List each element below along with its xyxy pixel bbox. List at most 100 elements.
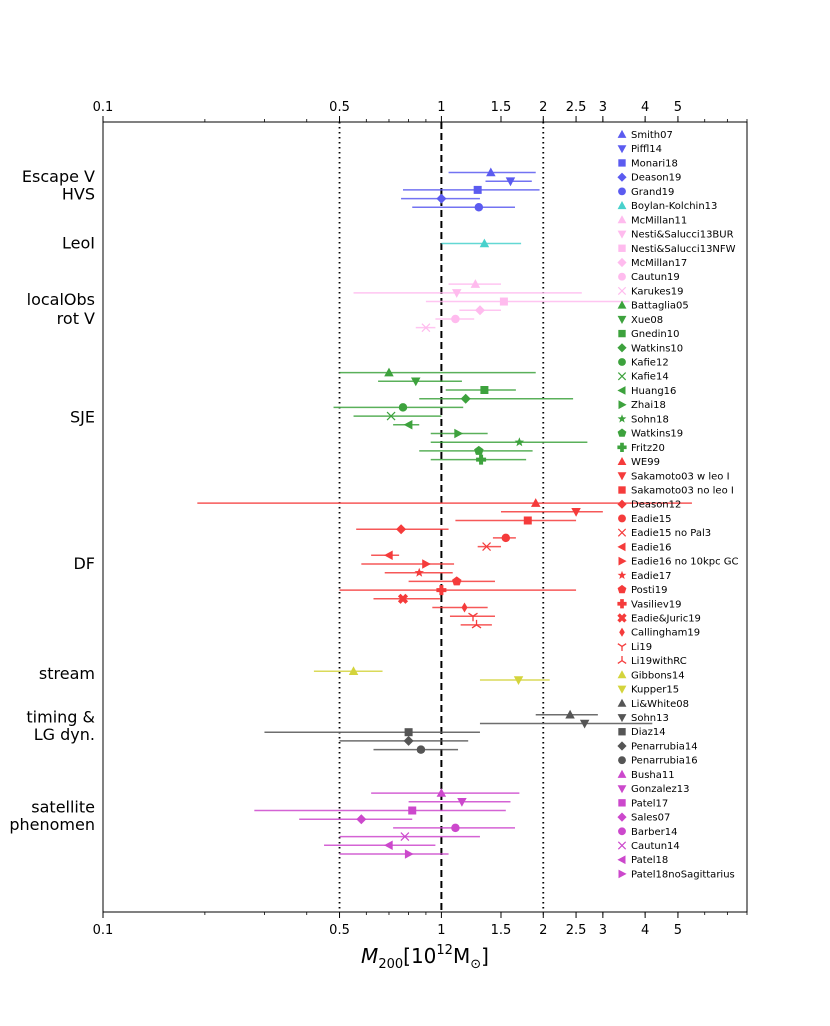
category-label-sje: SJE	[70, 408, 95, 427]
legend-label-sakamoto03-no-leo-i: Sakamoto03 no leo I	[631, 486, 734, 497]
point-group-nesti-salucci13nfw	[425, 297, 630, 306]
marker-fritz20	[476, 454, 487, 465]
marker-nesti-salucci13nfw	[499, 297, 508, 306]
legend-marker-karukes19	[617, 286, 627, 296]
legend-label-patel17: Patel17	[631, 798, 668, 809]
legend-marker-eadie15	[618, 514, 626, 523]
x-axis-top: 0.1 0.5 1 1.5 2 2.5 3 4 5	[93, 100, 748, 122]
legend-marker-kupper15	[617, 685, 627, 694]
legend-label-barber14: Barber14	[631, 827, 677, 838]
plot-frame	[102, 121, 748, 913]
legend-item-gonzalez13: Gonzalez13	[617, 784, 690, 795]
marker-karukes19	[421, 323, 431, 333]
legend-item-zhai18: Zhai18	[618, 400, 666, 411]
legend-marker-kafie14	[617, 372, 627, 381]
legend-marker-callingham19	[619, 627, 625, 637]
point-group-sales07	[299, 814, 413, 825]
x-axis-bottom: 0.1 0.5 1 1.5 2 2.5 3 4 5	[93, 912, 748, 938]
marker-vasiliev19	[436, 585, 447, 596]
x-tick-label-bottom: 3	[599, 923, 607, 938]
data-points	[197, 167, 692, 859]
point-group-penarrubia14	[339, 735, 469, 746]
marker-cautun14	[400, 832, 410, 842]
x-title-unit-sub: ⊙	[470, 957, 481, 972]
reference-lines	[338, 122, 545, 912]
legend-marker-barber14	[618, 827, 626, 836]
legend-label-sakamoto03-w-leo-i: Sakamoto03 w leo I	[631, 471, 730, 482]
marker-mcmillan17	[475, 305, 485, 316]
legend-label-smith07: Smith07	[631, 130, 673, 141]
category-label-satellite: satellite	[31, 798, 95, 817]
point-group-busha11	[371, 788, 520, 797]
legend-label-deason12: Deason12	[631, 500, 681, 511]
point-group-gibbons14	[313, 666, 383, 675]
point-group-nesti-salucci13bur	[353, 289, 582, 298]
point-group-we99	[197, 498, 692, 507]
legend-label-monari18: Monari18	[631, 158, 678, 169]
legend-item-li19: Li19	[617, 642, 652, 653]
legend-item-eadie16-no-10kpc-gc: Eadie16 no 10kpc GC	[618, 557, 739, 568]
x-title-sup: 12	[436, 943, 453, 958]
point-group-gonzalez13	[408, 798, 511, 807]
legend-marker-vasiliev19	[617, 599, 627, 609]
legend-item-kafie14: Kafie14	[617, 372, 669, 383]
x-tick-label-top: 0.1	[93, 100, 114, 115]
marker-kafie14	[386, 411, 396, 421]
point-group-kafie12	[333, 403, 464, 412]
legend-marker-deason12	[617, 499, 627, 509]
legend-label-patel18nosagittarius: Patel18noSagittarius	[631, 869, 735, 880]
legend-marker-we99	[617, 457, 627, 465]
marker-eadie15-no-pal3	[482, 542, 492, 552]
point-group-deason12	[356, 524, 449, 535]
category-label-lg-dyn: LG dyn.	[34, 725, 95, 744]
marker-deason19	[436, 193, 447, 204]
legend-item-sohn13: Sohn13	[617, 713, 669, 724]
category-label-rot-v: rot V	[57, 309, 95, 328]
point-group-deason19	[401, 193, 480, 204]
legend-item-patel18: Patel18	[617, 855, 668, 866]
legend-item-sales07: Sales07	[617, 812, 670, 824]
point-group-kupper15	[479, 676, 550, 685]
marker-watkins19	[474, 445, 484, 455]
point-group-posti19	[408, 576, 495, 586]
point-group-eadie16	[371, 550, 400, 560]
legend-label-nesti-salucci13nfw: Nesti&Salucci13NFW	[631, 244, 736, 255]
legend-label-eadie15-no-pal3: Eadie15 no Pal3	[631, 528, 711, 539]
category-label-stream: stream	[39, 664, 95, 683]
legend-label-kafie14: Kafie14	[631, 372, 669, 383]
point-group-mcmillan11	[448, 279, 501, 288]
point-group-watkins19	[419, 445, 533, 455]
legend-item-kafie12: Kafie12	[618, 358, 669, 369]
marker-eadie-juric19	[397, 593, 409, 604]
point-group-cautun19	[435, 314, 475, 324]
legend-label-posti19: Posti19	[631, 585, 667, 596]
legend-item-posti19: Posti19	[617, 584, 667, 596]
legend-item-nesti-salucci13bur: Nesti&Salucci13BUR	[617, 230, 734, 241]
legend-marker-sakamoto03-no-leo-i	[618, 486, 626, 494]
legend: Smith07 Piffl14 Monari18 Deason19 Grand19 Boy…	[617, 129, 739, 880]
x-tick-label-top: 2	[539, 100, 547, 115]
legend-item-mcmillan17: McMillan17	[617, 257, 687, 269]
legend-label-li19: Li19	[631, 642, 652, 653]
marker-busha11	[436, 788, 447, 797]
point-group-diaz14	[264, 728, 480, 737]
legend-label-sohn13: Sohn13	[631, 713, 669, 724]
legend-marker-watkins10	[617, 343, 627, 353]
legend-item-huang16: Huang16	[617, 386, 676, 397]
legend-label-gibbons14: Gibbons14	[631, 670, 685, 681]
legend-marker-nesti-salucci13bur	[617, 230, 627, 239]
point-group-patel18nosagittarius	[339, 849, 449, 859]
marker-eadie16	[384, 550, 393, 560]
point-group-grand19	[412, 203, 515, 212]
x-tick-label-bottom: 2.5	[566, 923, 587, 938]
x-tick-label-bottom: 1	[437, 923, 445, 938]
legend-marker-cautun19	[618, 272, 626, 281]
legend-marker-penarrubia14	[617, 741, 627, 751]
point-group-watkins10	[419, 393, 574, 404]
legend-marker-piffl14	[617, 145, 627, 154]
legend-item-we99: WE99	[617, 457, 660, 468]
legend-marker-gibbons14	[617, 670, 627, 679]
marker-gibbons14	[348, 666, 359, 675]
legend-item-sakamoto03-no-leo-i: Sakamoto03 no leo I	[618, 486, 734, 497]
legend-marker-eadie16	[617, 542, 626, 552]
